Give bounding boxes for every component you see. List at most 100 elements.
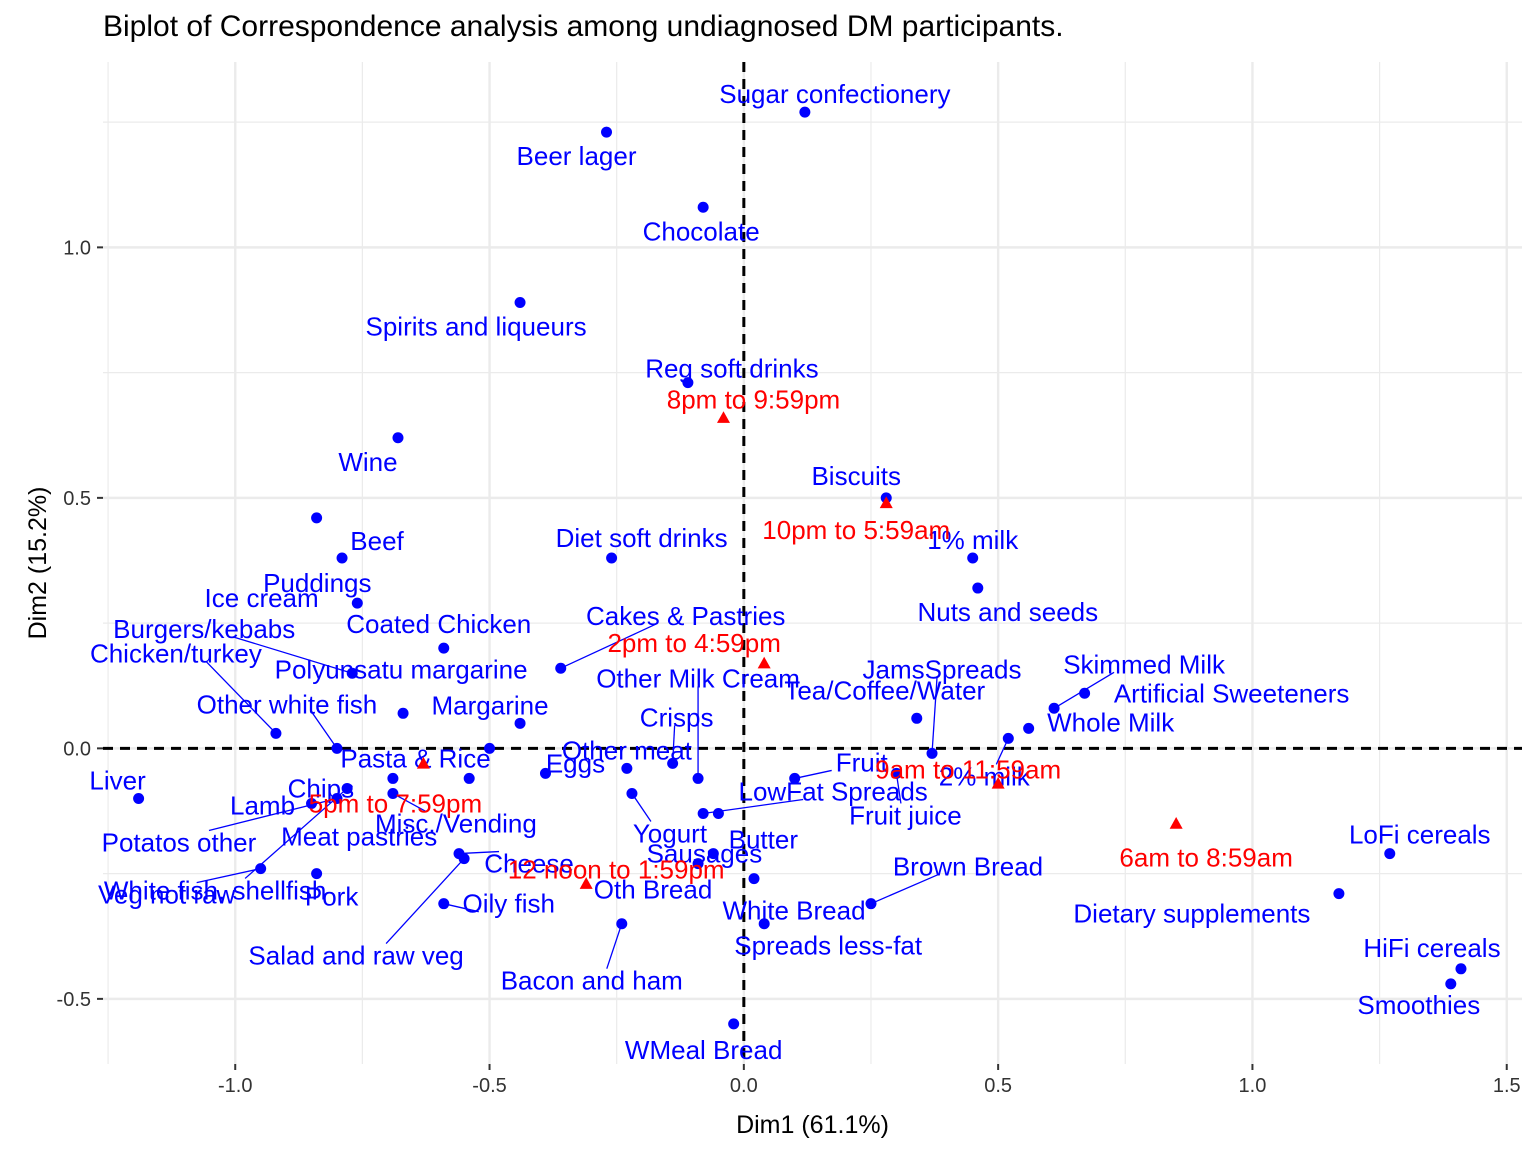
food-point: [1445, 978, 1457, 990]
food-point: [438, 898, 450, 910]
x-tick-label: 1.0: [1239, 1075, 1267, 1097]
food-label: Oth Bread: [594, 875, 713, 905]
food-point: [306, 797, 318, 809]
food-point: [514, 717, 526, 729]
food-point: [621, 762, 633, 774]
food-point: [1002, 732, 1014, 744]
food-point: [331, 742, 343, 754]
food-label: 1% milk: [927, 525, 1019, 555]
food-point: [865, 898, 877, 910]
food-label: Brown Bread: [893, 852, 1043, 882]
food-label: Burgers/kebabs: [113, 614, 295, 644]
food-label: 2% milk: [939, 761, 1031, 791]
reference-lines: [103, 62, 1522, 1064]
food-label: Smoothies: [1357, 990, 1480, 1020]
time-points: 8pm to 9:59pm 10pm to 5:59am 2pm to 4:59pm…: [309, 385, 1293, 889]
food-point: [667, 757, 679, 769]
food-label: Oily fish: [463, 889, 555, 919]
food-point: [255, 863, 267, 875]
food-label: Skimmed Milk: [1063, 649, 1226, 679]
food-point: [311, 512, 323, 524]
food-label: Beef: [350, 526, 404, 556]
chart-title: Biplot of Correspondence analysis among …: [103, 10, 1064, 43]
food-label: Other Milk Cream: [596, 663, 800, 693]
time-point: [1169, 817, 1183, 829]
time-label: 10pm to 5:59am: [762, 515, 950, 545]
y-tick-label: 0.5: [63, 488, 91, 510]
y-tick-label: 0.0: [63, 738, 91, 760]
time-label: 8pm to 9:59pm: [667, 385, 840, 415]
time-label: 9am to 11:59am: [875, 754, 1061, 784]
food-label: Biscuits: [811, 461, 901, 491]
food-point: [606, 552, 618, 564]
food-point: [682, 377, 694, 389]
food-point: [728, 1018, 740, 1030]
time-label: 12 noon to 1:59pm: [508, 855, 725, 885]
food-point: [346, 667, 358, 679]
food-label: Reg soft drinks: [645, 354, 818, 384]
food-point: [331, 792, 343, 804]
food-label: Lamb: [230, 790, 295, 820]
food-point: [911, 712, 923, 724]
food-point: [555, 662, 567, 674]
food-point: [712, 808, 724, 819]
time-point: [716, 411, 730, 423]
food-label: Margarine: [432, 690, 549, 720]
food-label: LoFi cereals: [1349, 820, 1491, 850]
food-label: Cheese: [484, 849, 574, 879]
food-point: [484, 742, 496, 754]
food-point: [758, 918, 770, 930]
food-point: [692, 858, 704, 870]
y-axis-title: Dim2 (15.2%): [24, 487, 52, 640]
food-label: JamsSpreads: [863, 654, 1022, 684]
food-label: Whole Milk: [1047, 707, 1175, 737]
time-point: [879, 496, 893, 509]
x-tick-label: 0.5: [984, 1075, 1012, 1097]
food-label: Bacon and ham: [501, 966, 683, 996]
food-point: [387, 772, 399, 784]
leader-line: [606, 923, 623, 969]
food-label: Tea/Coffee/Water: [784, 675, 985, 705]
food-label: Coated Chicken: [346, 609, 531, 639]
food-label: LowFat Spreads: [738, 777, 927, 807]
food-point: [748, 873, 760, 885]
food-point: [707, 848, 719, 860]
food-point: [341, 782, 353, 794]
leader-line: [311, 711, 338, 749]
x-tick-label: -1.0: [218, 1075, 252, 1097]
food-point: [626, 787, 638, 799]
food-point: [438, 642, 450, 654]
food-point: [967, 552, 979, 564]
food-label: White Bread: [722, 896, 865, 926]
food-point: [1023, 722, 1035, 734]
food-label: Butter: [729, 825, 799, 855]
food-label: Meat pastries: [281, 821, 437, 851]
food-point: [972, 582, 984, 594]
food-label: Chocolate: [643, 216, 760, 246]
food-label: Chicken/turkey: [90, 638, 262, 668]
food-label: Liver: [89, 765, 146, 795]
food-point: [463, 772, 475, 784]
food-label: Ice cream: [205, 583, 319, 613]
food-label: Dietary supplements: [1073, 899, 1310, 929]
time-point: [991, 776, 1005, 789]
food-point: [1079, 687, 1091, 699]
leader-line: [234, 636, 353, 674]
food-points: Sugar confectionery Beer lager Chocolate Sp…: [89, 79, 1500, 1065]
food-label: Pork: [305, 882, 359, 912]
time-point: [579, 877, 593, 889]
food-label: Spirits and liqueurs: [365, 311, 586, 341]
leader-line: [560, 623, 657, 669]
food-label: Sugar confectionery: [719, 79, 950, 109]
x-tick-label: -0.5: [472, 1075, 506, 1097]
leader-line: [205, 660, 277, 734]
food-point: [697, 808, 709, 819]
food-label: Fruit: [836, 747, 889, 777]
x-axis-title: Dim1 (61.1%): [736, 1111, 889, 1139]
food-label: Other meat: [562, 735, 693, 765]
food-label: Pasta & Rice: [340, 743, 490, 773]
food-label: Puddings: [263, 568, 371, 598]
food-label: Potatos other: [102, 827, 257, 857]
food-point: [789, 772, 801, 784]
